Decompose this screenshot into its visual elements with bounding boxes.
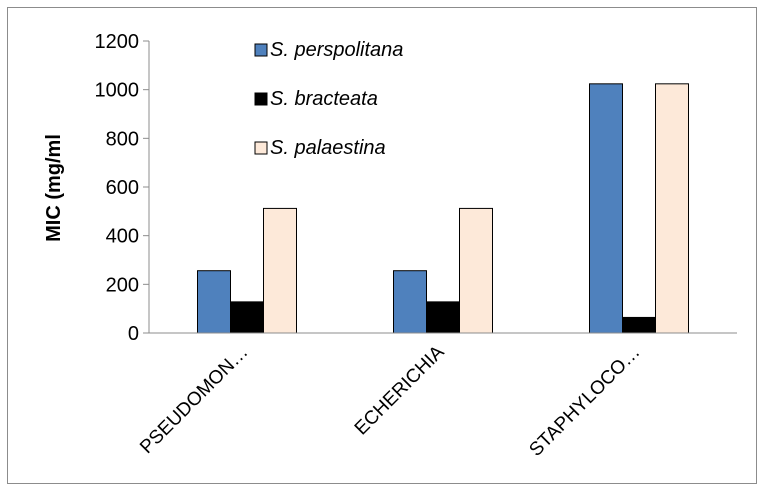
bar-chart: MIC (mg/ml 0 200 400 600 800 1000 1200 PSEUDOMO… bbox=[43, 31, 737, 461]
y-axis-title: MIC (mg/ml bbox=[43, 134, 65, 242]
bar bbox=[459, 207, 493, 334]
bar bbox=[655, 83, 689, 334]
bar bbox=[230, 301, 264, 334]
y-tick-label: 1200 bbox=[95, 31, 140, 53]
chart-frame: MIC (mg/ml 0 200 400 600 800 1000 1200 PSEUDOMO… bbox=[7, 7, 757, 484]
y-tick-label: 0 bbox=[128, 323, 139, 345]
bar bbox=[426, 301, 460, 334]
legend-swatch bbox=[254, 43, 268, 57]
bar bbox=[393, 270, 427, 334]
y-tick-label: 800 bbox=[106, 128, 139, 150]
plot-area: 0 200 400 600 800 1000 1200 PSEUDOMON… ECHERICHI… bbox=[95, 31, 737, 461]
bar bbox=[622, 316, 656, 334]
bar bbox=[589, 83, 623, 334]
legend: S. perspolitana S. bracteata S. palaestina bbox=[254, 39, 403, 159]
legend-label: S. palaestina bbox=[270, 137, 386, 159]
y-tick-label: 600 bbox=[106, 177, 139, 199]
legend-swatch bbox=[254, 92, 268, 106]
x-category-label: PSEUDOMON… bbox=[136, 342, 252, 458]
y-tick-label: 200 bbox=[106, 274, 139, 296]
y-tick-label: 400 bbox=[106, 226, 139, 248]
legend-swatch bbox=[254, 141, 268, 155]
y-tick-label: 1000 bbox=[95, 80, 140, 102]
bar bbox=[263, 207, 297, 334]
x-category-label: STAPHYLOCO… bbox=[525, 342, 644, 461]
x-category-label: ECHERICHIA bbox=[351, 341, 449, 439]
legend-label: S. bracteata bbox=[270, 88, 378, 110]
legend-label: S. perspolitana bbox=[270, 39, 403, 61]
bar bbox=[197, 270, 231, 334]
